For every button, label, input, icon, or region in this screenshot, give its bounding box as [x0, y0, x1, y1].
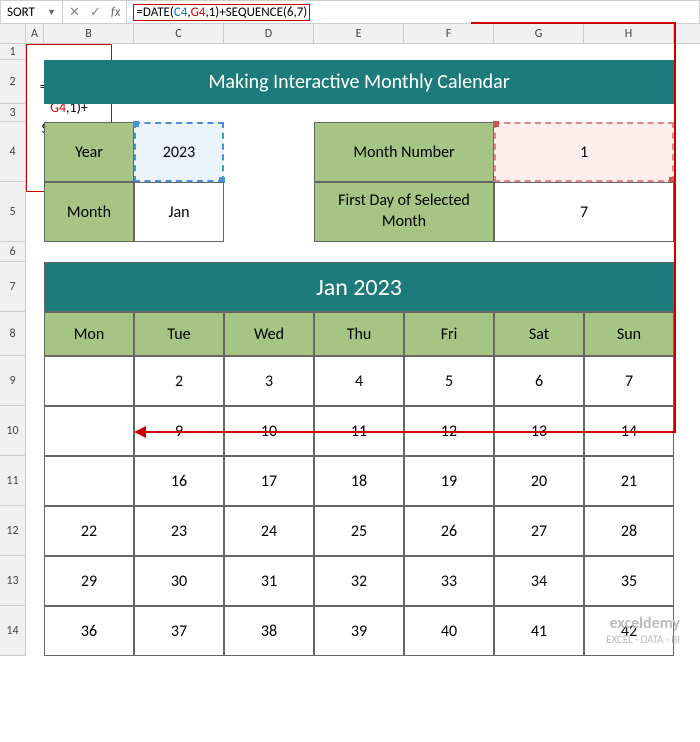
- row-header-9[interactable]: 9: [0, 356, 25, 406]
- row-header-12[interactable]: 12: [0, 506, 25, 556]
- col-header-A[interactable]: A: [26, 24, 44, 43]
- row-header-10[interactable]: 10: [0, 406, 25, 456]
- calendar-cell-r5-c2[interactable]: 38: [224, 606, 314, 656]
- col-header-C[interactable]: C: [134, 24, 224, 43]
- calendar-cell-r4-c1[interactable]: 30: [134, 556, 224, 606]
- name-box[interactable]: SORT ▼: [1, 1, 63, 23]
- calendar-cell-r2-c0[interactable]: [44, 456, 134, 506]
- dow-mon: Mon: [44, 312, 134, 356]
- calendar-cell-r3-c6[interactable]: 28: [584, 506, 674, 556]
- calendar-title: Jan 2023: [44, 262, 674, 312]
- name-box-dropdown-icon[interactable]: ▼: [47, 7, 56, 18]
- row-header-5[interactable]: 5: [0, 182, 25, 242]
- formula-bar: SORT ▼ ✕ ✓ fx =DATE(C4,G4,1)+SEQUENCE(6,…: [0, 0, 700, 24]
- row-header-11[interactable]: 11: [0, 456, 25, 506]
- dow-thu: Thu: [314, 312, 404, 356]
- formula-text: =DATE(C4,G4,1)+SEQUENCE(6,7): [133, 4, 310, 21]
- calendar-cell-r3-c3[interactable]: 25: [314, 506, 404, 556]
- calendar-cell-r0-c5[interactable]: 6: [494, 356, 584, 406]
- calendar-cell-r0-c3[interactable]: 4: [314, 356, 404, 406]
- col-header-E[interactable]: E: [314, 24, 404, 43]
- row-header-8[interactable]: 8: [0, 312, 25, 356]
- calendar-cell-r0-c2[interactable]: 3: [224, 356, 314, 406]
- calendar-cell-r2-c1[interactable]: 16: [134, 456, 224, 506]
- formula-input[interactable]: =DATE(C4,G4,1)+SEQUENCE(6,7): [127, 1, 699, 23]
- fx-icon[interactable]: fx: [111, 5, 121, 20]
- calendar-cell-r5-c0[interactable]: 36: [44, 606, 134, 656]
- calendar-cell-r2-c5[interactable]: 20: [494, 456, 584, 506]
- calendar-cell-r3-c2[interactable]: 24: [224, 506, 314, 556]
- row-header-1[interactable]: 1: [0, 44, 25, 60]
- calendar-cell-r3-c0[interactable]: 22: [44, 506, 134, 556]
- col-header-F[interactable]: F: [404, 24, 494, 43]
- calendar-cell-r4-c6[interactable]: 35: [584, 556, 674, 606]
- watermark-brand: exceldemy: [606, 614, 680, 633]
- calendar-cell-r3-c1[interactable]: 23: [134, 506, 224, 556]
- calendar-cell-r5-c4[interactable]: 40: [404, 606, 494, 656]
- row-header-7[interactable]: 7: [0, 262, 25, 312]
- calendar-cell-r0-c0[interactable]: [44, 356, 134, 406]
- calendar-cell-r0-c4[interactable]: 5: [404, 356, 494, 406]
- annotation-line-h1: [471, 22, 676, 24]
- row-header-4[interactable]: 4: [0, 122, 25, 182]
- calendar-cell-r1-c0[interactable]: [44, 406, 134, 456]
- row-header-2[interactable]: 2: [0, 60, 25, 104]
- month-value-cell[interactable]: Jan: [134, 182, 224, 242]
- month-number-label: Month Number: [314, 122, 494, 182]
- dow-wed: Wed: [224, 312, 314, 356]
- calendar-cell-r2-c4[interactable]: 19: [404, 456, 494, 506]
- col-header-D[interactable]: D: [224, 24, 314, 43]
- calendar-cell-r2-c6[interactable]: 21: [584, 456, 674, 506]
- calendar-cell-r3-c5[interactable]: 27: [494, 506, 584, 556]
- calendar-cell-r5-c5[interactable]: 41: [494, 606, 584, 656]
- year-label: Year: [44, 122, 134, 182]
- cancel-icon[interactable]: ✕: [69, 5, 80, 20]
- select-all-corner[interactable]: [0, 24, 26, 43]
- dow-fri: Fri: [404, 312, 494, 356]
- column-headers: A B C D E F G H: [0, 24, 700, 44]
- year-value-cell[interactable]: 2023: [134, 122, 224, 182]
- row-header-6[interactable]: 6: [0, 242, 25, 262]
- worksheet[interactable]: Making Interactive Monthly Calendar Year…: [26, 44, 700, 656]
- watermark: exceldemy EXCEL · DATA · BI: [606, 614, 680, 646]
- calendar-cell-r4-c4[interactable]: 33: [404, 556, 494, 606]
- calendar-cell-r4-c3[interactable]: 32: [314, 556, 404, 606]
- month-label: Month: [44, 182, 134, 242]
- name-box-value: SORT: [7, 5, 35, 20]
- annotation-line-v: [674, 22, 676, 432]
- row-header-3[interactable]: 3: [0, 104, 25, 122]
- calendar-cell-r5-c1[interactable]: 37: [134, 606, 224, 656]
- calendar-cell-r5-c3[interactable]: 39: [314, 606, 404, 656]
- annotation-arrow-icon: [134, 426, 146, 438]
- grid-area: 1 2 3 4 5 6 7 8 9 10 11 12 13 14 Making …: [0, 44, 700, 656]
- row-header-14[interactable]: 14: [0, 606, 25, 656]
- calendar-cell-r4-c2[interactable]: 31: [224, 556, 314, 606]
- calendar-cell-r4-c0[interactable]: 29: [44, 556, 134, 606]
- confirm-icon[interactable]: ✓: [90, 5, 101, 20]
- col-header-H[interactable]: H: [584, 24, 674, 43]
- col-header-B[interactable]: B: [44, 24, 134, 43]
- calendar-cell-r3-c4[interactable]: 26: [404, 506, 494, 556]
- dow-sun: Sun: [584, 312, 674, 356]
- dow-sat: Sat: [494, 312, 584, 356]
- first-day-value[interactable]: 7: [494, 182, 674, 242]
- col-header-G[interactable]: G: [494, 24, 584, 43]
- row-header-13[interactable]: 13: [0, 556, 25, 606]
- calendar-cell-r0-c1[interactable]: 2: [134, 356, 224, 406]
- calendar-cell-r2-c2[interactable]: 17: [224, 456, 314, 506]
- annotation-line-h2: [146, 431, 676, 433]
- watermark-tag: EXCEL · DATA · BI: [606, 633, 680, 646]
- first-day-label: First Day of Selected Month: [314, 182, 494, 242]
- dow-tue: Tue: [134, 312, 224, 356]
- calendar-cell-r4-c5[interactable]: 34: [494, 556, 584, 606]
- calendar-cell-r0-c6[interactable]: 7: [584, 356, 674, 406]
- formula-bar-icons: ✕ ✓ fx: [63, 1, 127, 23]
- month-number-value[interactable]: 1: [494, 122, 674, 182]
- row-headers: 1 2 3 4 5 6 7 8 9 10 11 12 13 14: [0, 44, 26, 656]
- page-title: Making Interactive Monthly Calendar: [44, 60, 674, 104]
- calendar-cell-r2-c3[interactable]: 18: [314, 456, 404, 506]
